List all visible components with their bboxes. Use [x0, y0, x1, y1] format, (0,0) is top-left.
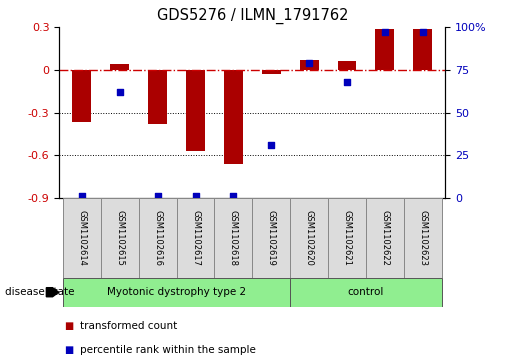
Text: ■: ■ [64, 345, 74, 355]
Text: ■: ■ [64, 321, 74, 331]
Text: transformed count: transformed count [80, 321, 177, 331]
Point [305, 60, 313, 66]
Text: GSM1102617: GSM1102617 [191, 210, 200, 266]
Text: disease state: disease state [5, 287, 75, 297]
Point [78, 193, 86, 199]
Bar [214, 198, 252, 278]
Bar [290, 278, 442, 307]
Bar [375, 29, 394, 70]
Text: GSM1102616: GSM1102616 [153, 210, 162, 266]
Text: Myotonic dystrophy type 2: Myotonic dystrophy type 2 [107, 287, 246, 297]
Bar [148, 70, 167, 124]
Bar [101, 198, 139, 278]
Bar [366, 198, 404, 278]
Text: percentile rank within the sample: percentile rank within the sample [80, 345, 256, 355]
Bar [63, 198, 101, 278]
Bar [414, 29, 432, 70]
Bar [224, 70, 243, 164]
Text: GSM1102623: GSM1102623 [418, 210, 427, 266]
Text: GSM1102615: GSM1102615 [115, 210, 124, 266]
Point [192, 193, 200, 199]
Text: GSM1102619: GSM1102619 [267, 210, 276, 266]
Bar [300, 60, 319, 70]
Point [153, 193, 162, 199]
Text: GSM1102622: GSM1102622 [381, 210, 389, 266]
Bar [186, 70, 205, 151]
Point [381, 29, 389, 35]
Text: control: control [348, 287, 384, 297]
Point [267, 142, 276, 148]
Point [116, 89, 124, 95]
Bar [139, 198, 177, 278]
Text: GSM1102621: GSM1102621 [342, 210, 352, 266]
Point [419, 29, 427, 35]
Bar [404, 198, 442, 278]
Text: GSM1102618: GSM1102618 [229, 210, 238, 266]
Bar [63, 278, 290, 307]
Title: GDS5276 / ILMN_1791762: GDS5276 / ILMN_1791762 [157, 8, 348, 24]
Point [229, 193, 237, 199]
Bar [73, 70, 92, 122]
Bar [290, 198, 328, 278]
Bar [328, 198, 366, 278]
Point [343, 79, 351, 85]
Bar [262, 70, 281, 74]
Bar [337, 61, 356, 70]
Bar [177, 198, 214, 278]
Bar [110, 64, 129, 70]
Text: GSM1102620: GSM1102620 [305, 210, 314, 266]
Bar [252, 198, 290, 278]
Text: GSM1102614: GSM1102614 [77, 210, 87, 266]
